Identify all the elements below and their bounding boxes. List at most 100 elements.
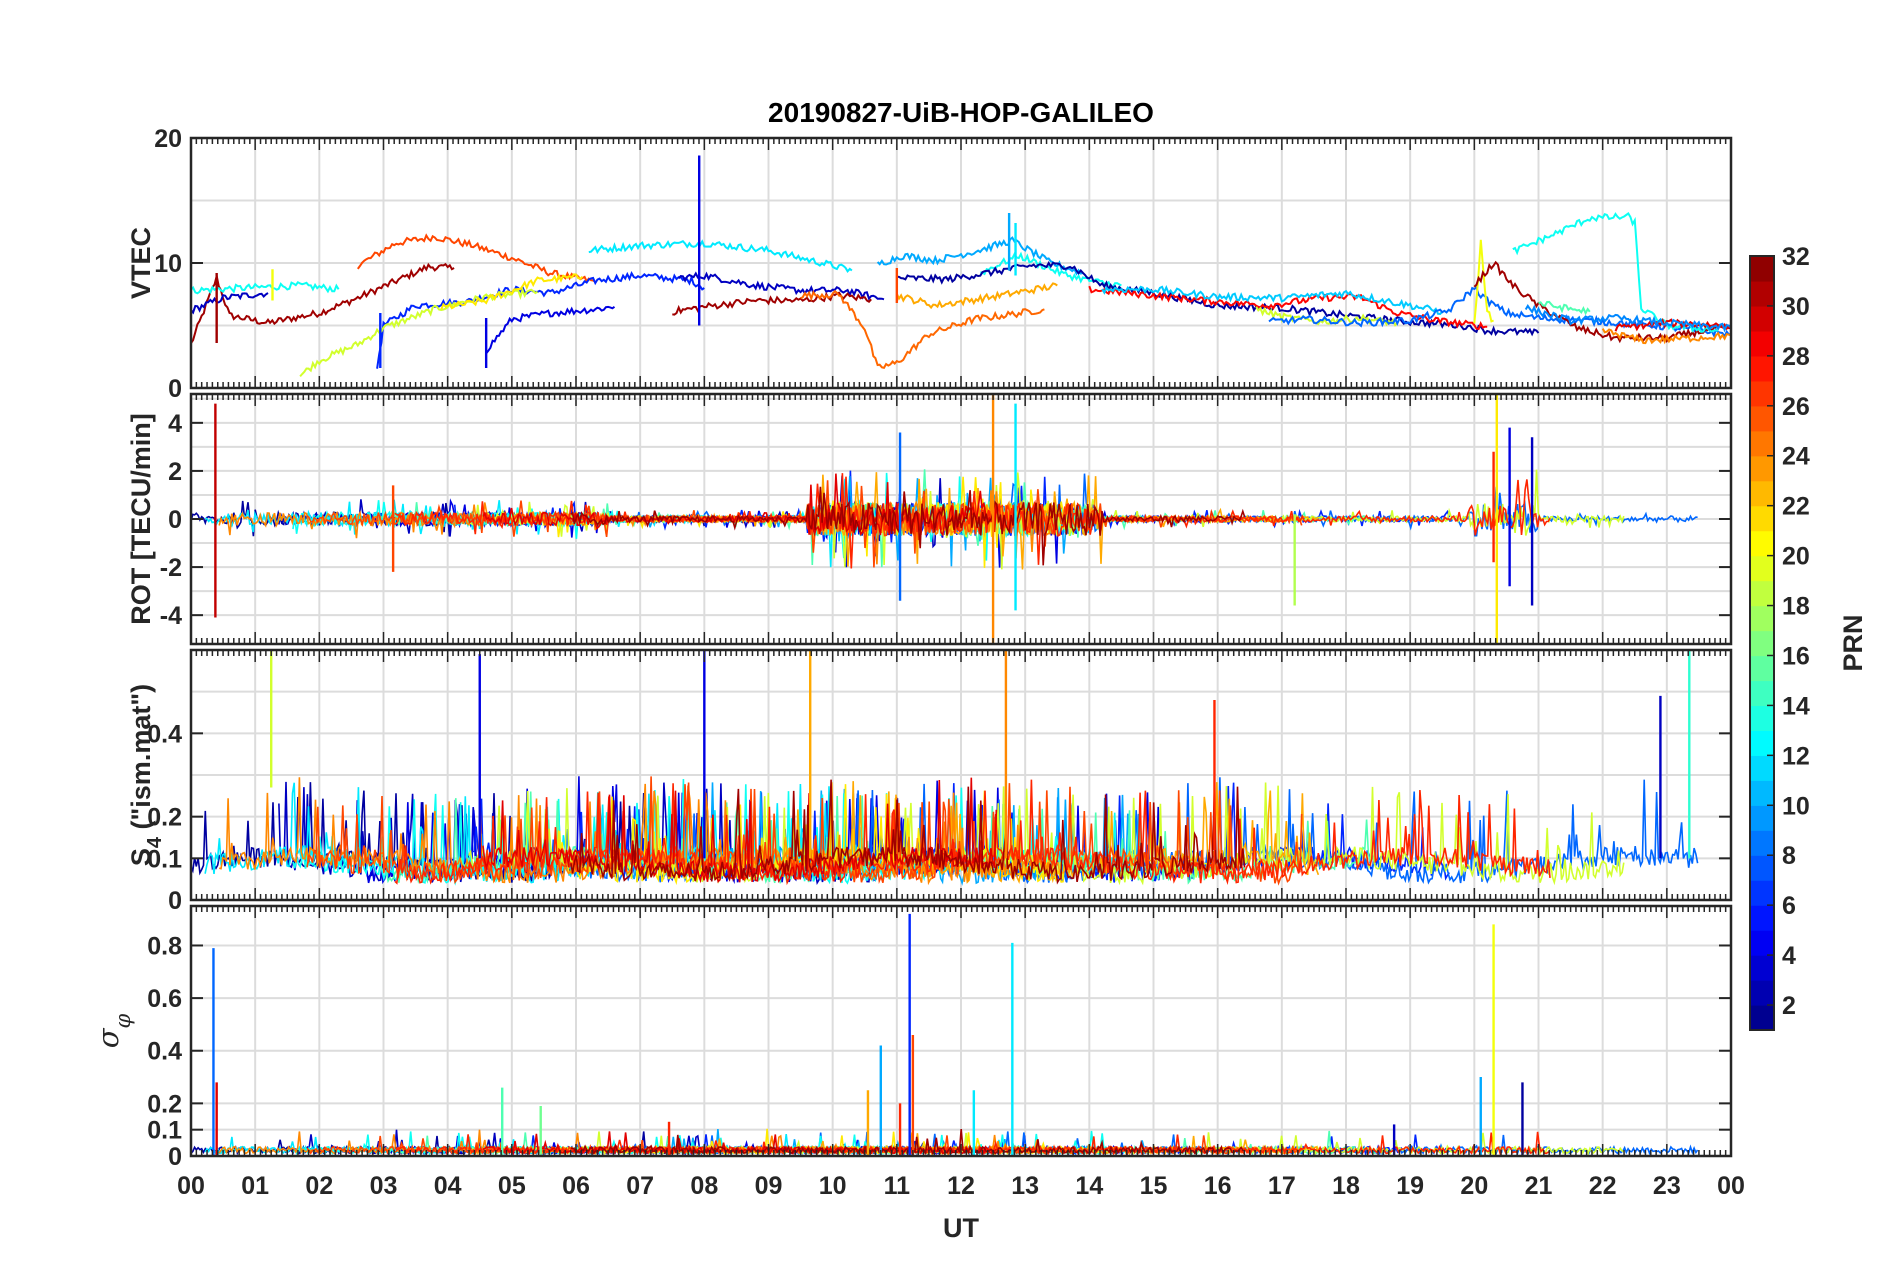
colorbar-band	[1750, 605, 1774, 632]
x-tick-label: 23	[1653, 1172, 1681, 1200]
colorbar-band	[1750, 705, 1774, 731]
colorbar-band	[1750, 930, 1774, 956]
x-tick-label: 13	[1011, 1172, 1039, 1200]
s4-ylabel-rest: ("ism.mat")	[126, 684, 156, 837]
colorbar-band	[1750, 430, 1774, 457]
colorbar-band	[1750, 530, 1774, 557]
chart-title: 20190827-UiB-HOP-GALILEO	[768, 97, 1154, 128]
x-tick-label: 05	[498, 1172, 526, 1200]
rot-y-tick-label: 0	[168, 506, 182, 534]
vtec-series-prn-11	[1101, 284, 1444, 316]
colorbar-band	[1750, 330, 1774, 357]
x-tick-label: 15	[1140, 1172, 1168, 1200]
colorbar-tick-label: 22	[1782, 493, 1810, 521]
s4-trace-prn-31	[570, 779, 1246, 885]
colorbar-band	[1750, 830, 1774, 856]
colorbar-tick-label: 10	[1782, 792, 1810, 820]
vtec-series-prn-31	[191, 262, 455, 344]
colorbar-band	[1750, 780, 1774, 806]
x-tick-label: 00	[177, 1172, 205, 1200]
rot-panel: -4 -2 0 2 4	[160, 392, 1733, 646]
rot-y-tick-label: 4	[168, 410, 182, 438]
vtec-series-prn-19	[1255, 306, 1399, 327]
vtec-series-prn-10	[876, 236, 1084, 276]
colorbar-tick-label: 30	[1782, 293, 1810, 321]
colorbar-tick-label: 28	[1782, 343, 1810, 371]
colorbar-tick-label: 8	[1782, 842, 1796, 870]
x-tick-label: 09	[755, 1172, 783, 1200]
rot-ylabel: ROT [TECU/min]	[126, 413, 156, 624]
colorbar-band	[1750, 630, 1774, 657]
colorbar-tick-label: 4	[1782, 942, 1796, 970]
sigma-y-tick-label: 0.2	[147, 1090, 182, 1118]
s4-ylabel-s: S	[126, 848, 156, 866]
sigma-trace-prn-31	[570, 1129, 1245, 1156]
vtec-series-prn-13	[1512, 212, 1719, 333]
colorbar-band	[1750, 955, 1774, 981]
vtec-series-prn-29	[1614, 317, 1731, 332]
colorbar-tick-label: 32	[1782, 243, 1810, 271]
colorbar-band	[1750, 256, 1774, 282]
x-tick-label: 10	[819, 1172, 847, 1200]
vtec-series-prn-20	[1473, 239, 1494, 324]
colorbar-band	[1750, 580, 1774, 607]
colorbar-band	[1750, 305, 1774, 332]
vtec-panel: 0 10 20	[154, 125, 1733, 403]
x-tick-label: 17	[1268, 1172, 1296, 1200]
s4-y-tick-label: 0.4	[147, 720, 182, 748]
colorbar-frame	[1749, 255, 1775, 1031]
colorbar-tick-label: 2	[1782, 992, 1796, 1020]
vtec-series-prn-28	[1088, 285, 1488, 331]
x-tick-label: 12	[947, 1172, 975, 1200]
colorbar-band	[1750, 405, 1774, 432]
vtec-y-tick-label: 0	[168, 375, 182, 403]
x-tick-label: 01	[241, 1172, 269, 1200]
colorbar-band	[1750, 280, 1774, 307]
x-tick-label: 16	[1204, 1172, 1232, 1200]
s4-ylabel-sub: 4	[144, 836, 166, 848]
colorbar-tick-label: 16	[1782, 642, 1810, 670]
x-tick-label: 14	[1075, 1172, 1103, 1200]
x-tick-label: 08	[690, 1172, 718, 1200]
colorbar-band	[1750, 905, 1774, 931]
colorbar-band	[1750, 680, 1774, 707]
x-tick-label: 11	[884, 1172, 911, 1200]
rot-trace-prn-27	[394, 473, 1551, 569]
colorbar-band	[1750, 805, 1774, 831]
sigma-y-tick-label: 0.6	[147, 985, 182, 1013]
sigma-y-tick-label: 0	[168, 1143, 182, 1171]
x-tick-label: 20	[1460, 1172, 1488, 1200]
vtec-series-prn-21	[440, 273, 584, 310]
vtec-y-tick-label: 20	[154, 125, 182, 153]
vtec-series-prn-25	[800, 289, 1045, 369]
sigma-ylabel-sigma: σ	[91, 1027, 125, 1048]
vtec-series-prn-13	[980, 251, 1122, 289]
colorbar-tick-label: 6	[1782, 892, 1796, 920]
colorbar-band	[1750, 555, 1774, 582]
vtec-series-prn-4	[485, 305, 616, 355]
colorbar-band	[1750, 380, 1774, 407]
vtec-series-prn-3	[191, 292, 269, 315]
vtec-series-prn-26	[356, 233, 596, 284]
vtec-series-prn-24	[1601, 328, 1731, 345]
s4-y-tick-label: 0.2	[147, 804, 182, 832]
s4-series-group	[191, 650, 1699, 886]
x-tick-label: 02	[305, 1172, 333, 1200]
colorbar-band	[1750, 1005, 1774, 1031]
rot-trace-prn-31	[570, 486, 1246, 566]
colorbar-tick-label: 14	[1782, 692, 1810, 720]
vtec-series-prn-9	[1524, 304, 1731, 333]
x-tick-label: 00	[1717, 1172, 1745, 1200]
x-tick-label: 03	[370, 1172, 398, 1200]
colorbar-band	[1750, 455, 1774, 482]
s4-trace-prn-29	[482, 777, 998, 884]
rot-y-tick-label: 2	[168, 458, 182, 486]
x-tick-label: 07	[626, 1172, 654, 1200]
vtec-series-prn-23	[895, 282, 1058, 310]
sigma-panel: 00.10.2 0.4 0.6 0.8	[147, 904, 1733, 1171]
rot-series-group	[191, 394, 1698, 644]
vtec-series-prn-15	[1538, 300, 1591, 316]
colorbar-band	[1750, 755, 1774, 781]
rot-y-tick-label: -2	[160, 554, 182, 582]
